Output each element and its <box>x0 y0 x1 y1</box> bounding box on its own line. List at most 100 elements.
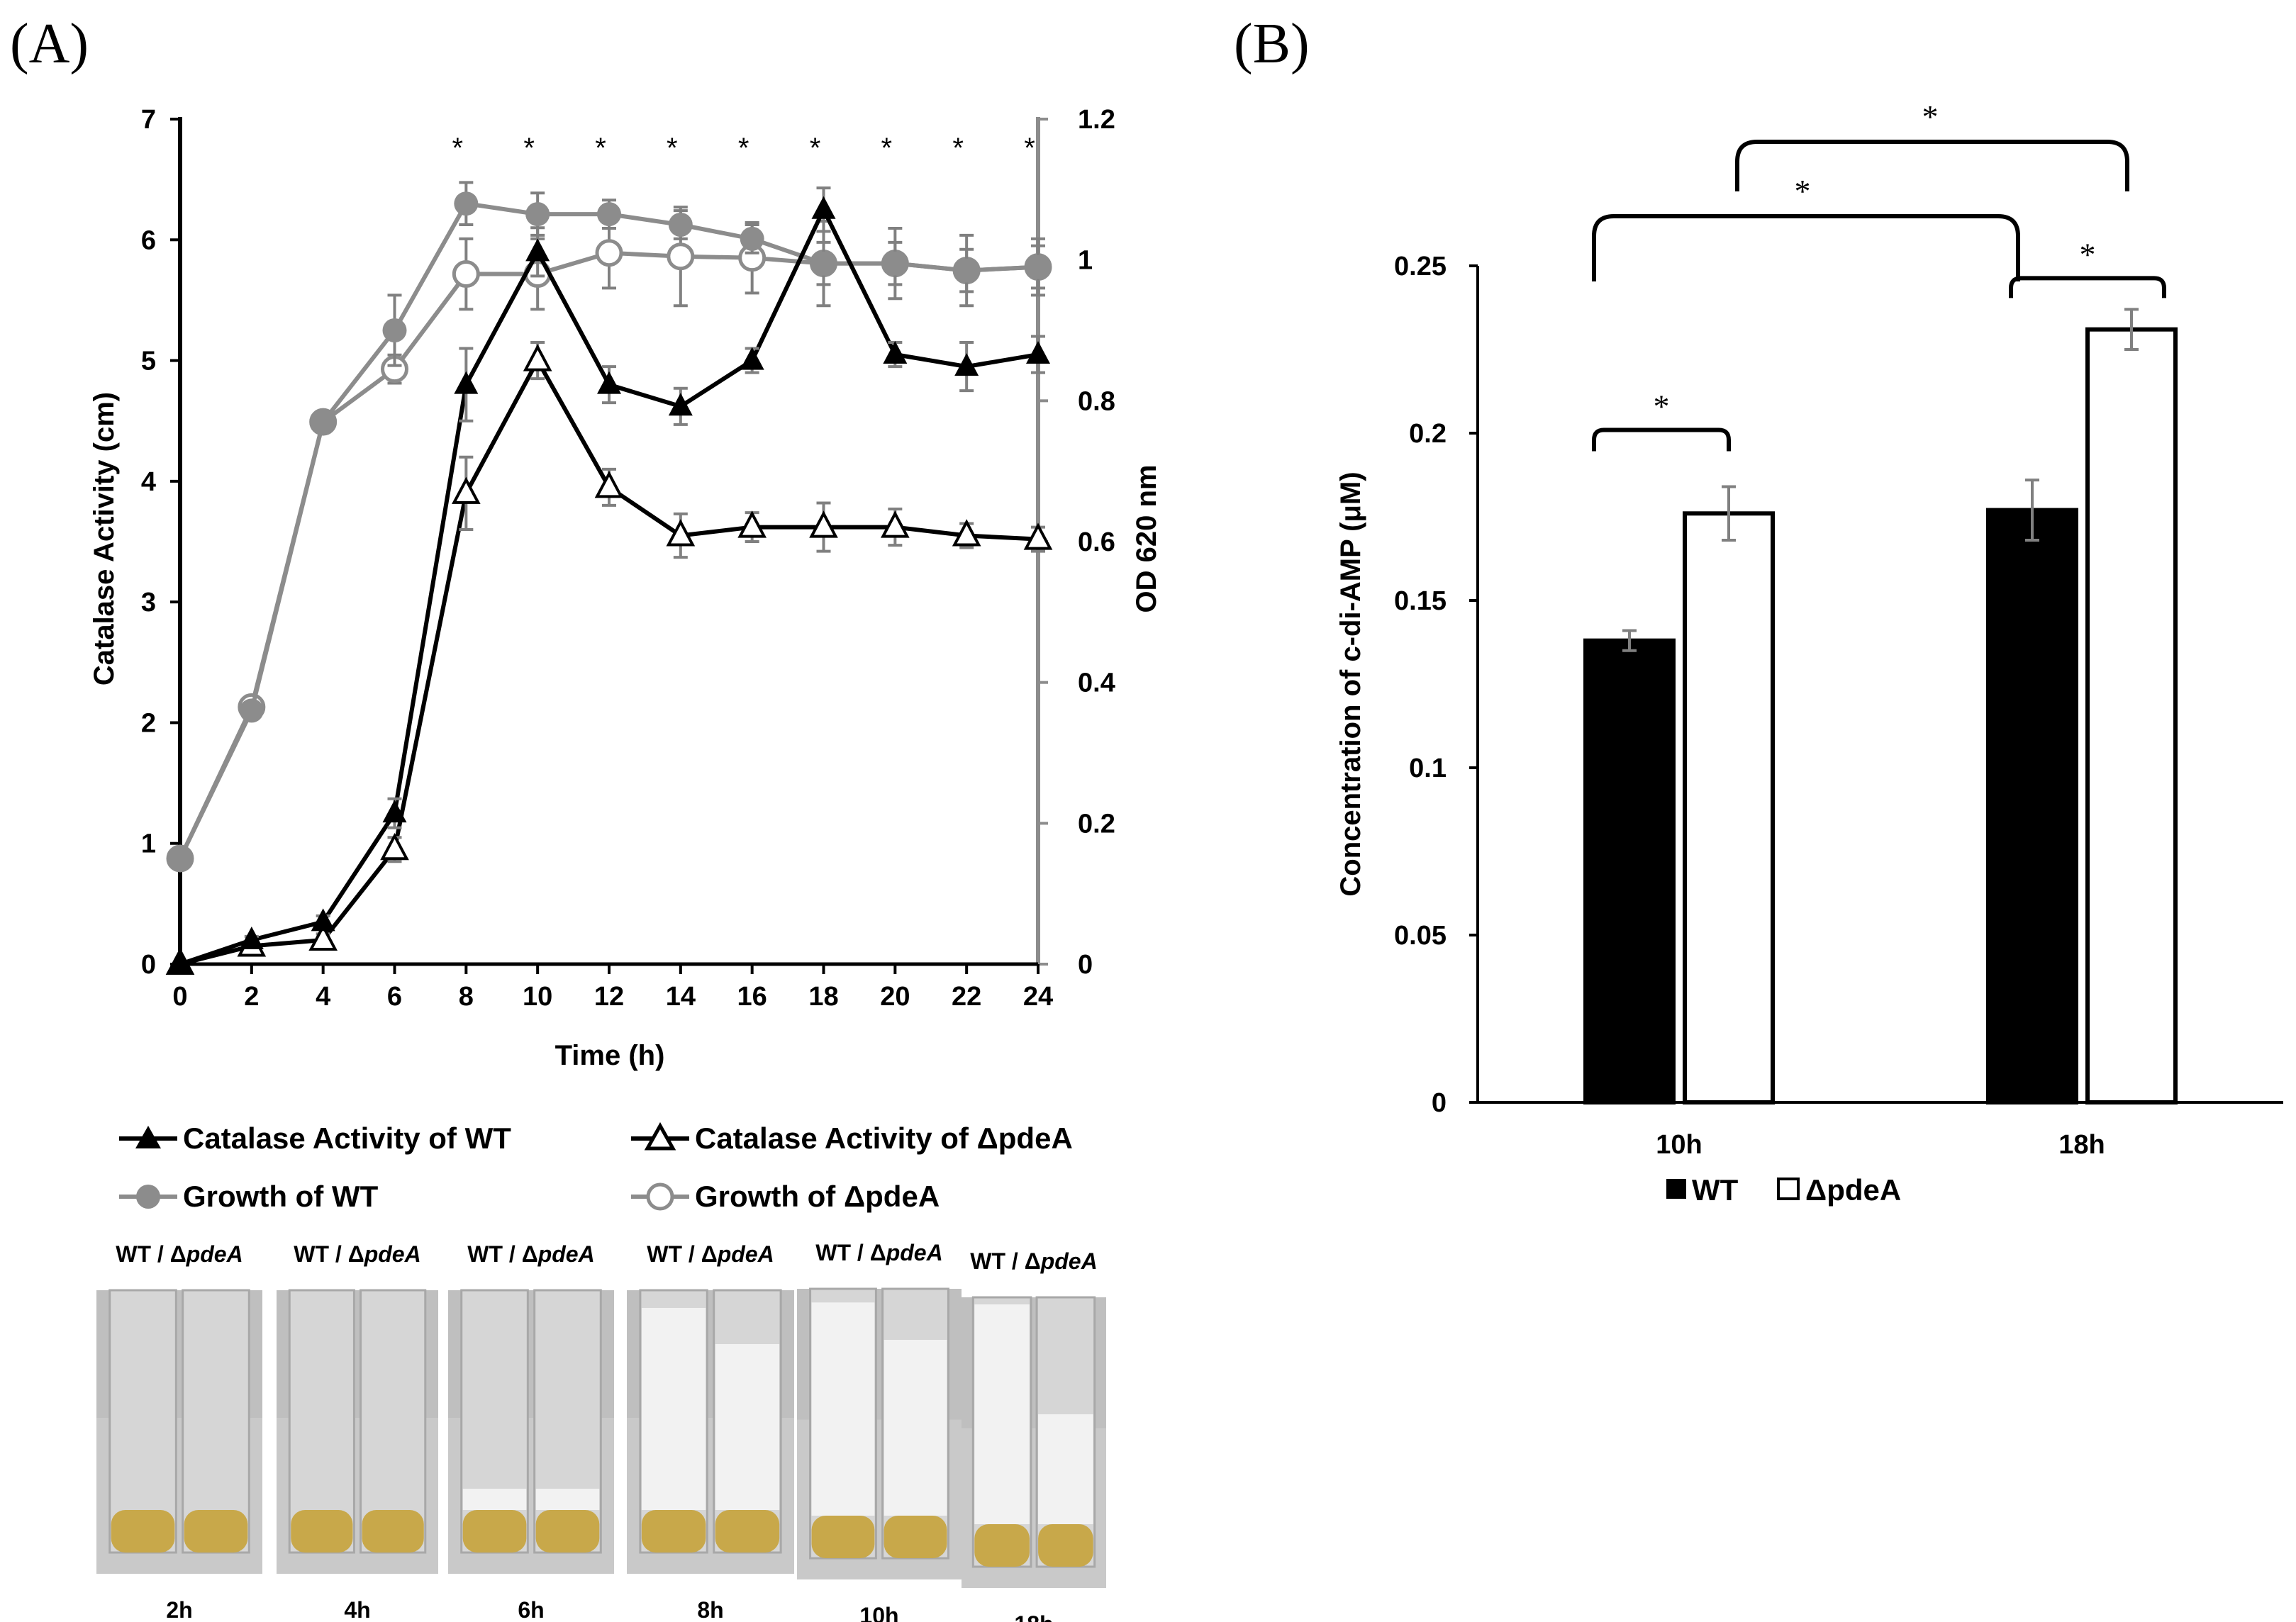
triangle-open-icon <box>644 1122 676 1151</box>
data-point <box>954 258 979 283</box>
legend-b: WT ΔpdeA <box>1666 1173 1901 1207</box>
liquid <box>291 1510 353 1553</box>
x-axis-title: Time (h) <box>555 1040 665 1071</box>
panel-label-b: (B) <box>1234 13 1310 75</box>
y2-tick-label: 0.8 <box>1078 386 1115 416</box>
significance-star: * <box>1795 173 1811 209</box>
data-point <box>452 260 480 289</box>
photo-caption: WT / ΔpdeA <box>294 1241 420 1267</box>
legend-item-growth-mutant: Growth of ΔpdeA <box>631 1180 940 1213</box>
y-tick-label: 5 <box>141 347 156 376</box>
data-point <box>952 519 981 547</box>
x-tick-label: 10 <box>523 982 552 1012</box>
data-point <box>737 510 767 538</box>
foam <box>1038 1414 1093 1524</box>
x-tick-label: 8 <box>459 982 474 1012</box>
data-point <box>595 239 623 267</box>
legend-label: ΔpdeA <box>1805 1173 1901 1207</box>
legend-item-catalase-mutant: Catalase Activity of ΔpdeA <box>631 1122 1073 1155</box>
x-tick-label: 18 <box>808 982 838 1012</box>
tube-photo: WT / ΔpdeA 4h <box>277 1241 438 1622</box>
y-tick-label: 7 <box>141 105 156 135</box>
series-line <box>179 356 1039 966</box>
photo-caption: WT / ΔpdeA <box>647 1241 774 1267</box>
data-point <box>308 923 338 951</box>
significance-star: * <box>1024 133 1035 164</box>
y-tick-label: 3 <box>141 588 156 617</box>
significance-star: * <box>810 133 821 164</box>
significance-star: * <box>1922 99 1939 135</box>
test-tube <box>108 1289 177 1554</box>
significance-bracket <box>1592 214 2020 281</box>
liquid <box>535 1510 600 1553</box>
x-tick-label: 22 <box>952 982 981 1012</box>
legend-item-catalase-wt: Catalase Activity of WT <box>119 1122 511 1155</box>
series-1 <box>165 341 1053 975</box>
data-point <box>883 341 908 364</box>
foam <box>641 1308 706 1510</box>
series-group <box>165 181 1053 975</box>
series-line <box>179 204 1039 966</box>
data-point <box>1026 341 1050 364</box>
data-point <box>668 213 693 237</box>
data-point <box>382 318 407 342</box>
error-bar <box>2025 479 2039 542</box>
data-point <box>1023 522 1053 550</box>
legend-a: Catalase Activity of WT Catalase Activit… <box>119 1122 1073 1213</box>
error-bar <box>1722 485 1736 542</box>
data-point <box>594 471 624 498</box>
data-point <box>809 510 838 538</box>
y-tick-label: 0.15 <box>1394 586 1447 616</box>
data-point <box>239 698 264 723</box>
data-point <box>811 251 836 276</box>
liquid <box>462 1510 527 1553</box>
significance-star: * <box>881 133 893 164</box>
liquid <box>715 1510 780 1553</box>
y2-tick-label: 0.6 <box>1078 527 1115 557</box>
test-tube <box>182 1289 250 1554</box>
foam <box>462 1489 527 1510</box>
photo-time-label: 8h <box>697 1597 723 1622</box>
y-ticks: 0 0.05 0.1 0.15 0.2 0.25 <box>1394 252 1478 1118</box>
x-tick-label: 20 <box>880 982 910 1012</box>
legend-label: Catalase Activity of ΔpdeA <box>695 1122 1073 1155</box>
liquid <box>641 1510 706 1553</box>
data-point <box>454 191 479 216</box>
data-point <box>454 371 479 394</box>
circle-open-icon <box>646 1182 674 1211</box>
bars-group <box>1583 308 2178 1104</box>
significance-star: * <box>595 133 606 164</box>
tube-photo: WT / ΔpdeA 18h <box>962 1248 1106 1622</box>
series-2 <box>168 181 1050 871</box>
significance-bracket <box>1592 427 1731 452</box>
photo-time-label: 4h <box>344 1597 370 1622</box>
legend-swatch-wt <box>1666 1179 1686 1199</box>
bar <box>1986 508 2078 1104</box>
data-point <box>523 344 552 371</box>
legend-item-growth-wt: Growth of WT <box>119 1180 379 1213</box>
tube-photo: WT / ΔpdeA 8h <box>627 1241 794 1622</box>
data-point <box>883 251 908 276</box>
x-tick-label: 14 <box>666 982 696 1012</box>
right-y-ticks: 0 0.2 0.4 0.6 0.8 1 1.2 <box>1038 105 1115 980</box>
data-point <box>382 800 407 823</box>
test-tube <box>288 1289 355 1554</box>
legend-label: WT <box>1692 1173 1739 1207</box>
data-point <box>597 371 621 394</box>
x-tick-label: 4 <box>316 982 330 1012</box>
bar <box>2085 327 2178 1104</box>
data-point <box>954 353 979 376</box>
y-tick-label: 0 <box>1432 1088 1447 1118</box>
test-tube <box>360 1289 427 1554</box>
data-point <box>597 202 621 227</box>
y-axis-title: Catalase Activity (cm) <box>89 392 120 686</box>
series-line <box>178 250 1039 860</box>
bar <box>1583 638 1676 1104</box>
foam <box>974 1304 1030 1524</box>
y2-tick-label: 0 <box>1078 950 1093 980</box>
x-ticks: 10h 18h <box>1656 1130 2105 1160</box>
series-0 <box>168 186 1050 973</box>
legend-label: Growth of ΔpdeA <box>695 1180 940 1213</box>
x-tick-label: 12 <box>594 982 624 1012</box>
